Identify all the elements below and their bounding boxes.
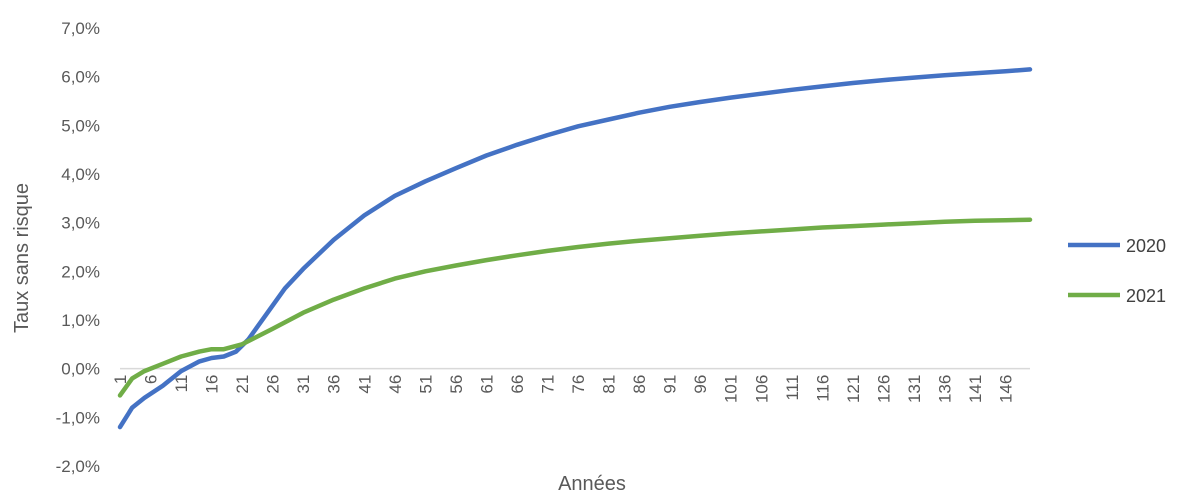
y-tick-label: 4,0% (61, 165, 100, 184)
series-line-2020 (117, 67, 1033, 430)
x-tick-label: 51 (416, 375, 435, 394)
x-tick-label: 96 (691, 375, 710, 394)
y-tick-label: 2,0% (61, 262, 100, 281)
x-tick-label: 116 (813, 375, 832, 402)
y-tick-label: 3,0% (61, 214, 100, 233)
y-axis-ticks: -2,0% -1,0% 0,0% 1,0% 2,0% 3,0% 4,0% 5,0% 6,0% 7,… (56, 19, 100, 476)
x-tick-label: 11 (172, 375, 191, 393)
x-tick-label: 71 (539, 375, 558, 394)
x-tick-label: 106 (752, 375, 771, 403)
x-tick-label: 121 (844, 375, 863, 403)
x-tick-label: 146 (997, 375, 1016, 403)
y-tick-label: 1,0% (61, 311, 100, 330)
x-tick-label: 81 (600, 375, 619, 394)
x-tick-label: 91 (661, 375, 680, 394)
x-tick-label: 26 (264, 375, 283, 394)
legend-label-2020: 2020 (1126, 236, 1166, 256)
legend: 2020 2021 (1068, 236, 1166, 306)
y-tick-label: 0,0% (61, 360, 100, 379)
x-tick-label: 1 (111, 375, 130, 384)
y-axis-title: Taux sans risque (11, 183, 33, 333)
x-tick-label: 56 (447, 375, 466, 394)
x-tick-label: 41 (355, 375, 374, 394)
x-axis-title: Années (558, 473, 626, 495)
x-tick-label: 126 (874, 375, 893, 403)
x-axis-ticks: 1 6 11 16 21 26 31 36 41 46 51 56 61 66 71 76 81 86 91 96 10… (111, 375, 1016, 403)
x-tick-label: 76 (569, 375, 588, 394)
x-tick-label: 131 (905, 375, 924, 403)
y-tick-label: 7,0% (61, 19, 100, 38)
x-tick-label: 136 (935, 375, 954, 403)
x-tick-label: 21 (233, 375, 252, 394)
x-tick-label: 46 (386, 375, 405, 394)
y-tick-label: 5,0% (61, 116, 100, 135)
x-tick-label: 16 (203, 375, 222, 394)
x-tick-label: 36 (325, 375, 344, 394)
x-tick-label: 101 (722, 375, 741, 403)
x-tick-label: 141 (966, 375, 985, 403)
series-lines (117, 67, 1033, 430)
x-tick-label: 61 (477, 375, 496, 394)
x-tick-label: 31 (294, 375, 313, 394)
y-tick-label: -1,0% (56, 408, 100, 427)
y-tick-label: 6,0% (61, 68, 100, 87)
series-line-2021 (117, 217, 1033, 398)
y-tick-label: -2,0% (56, 457, 100, 476)
x-tick-label: 6 (142, 375, 161, 384)
legend-label-2021: 2021 (1126, 286, 1166, 306)
x-tick-label: 66 (508, 375, 527, 394)
x-tick-label: 111 (783, 375, 802, 401)
x-tick-label: 86 (630, 375, 649, 394)
